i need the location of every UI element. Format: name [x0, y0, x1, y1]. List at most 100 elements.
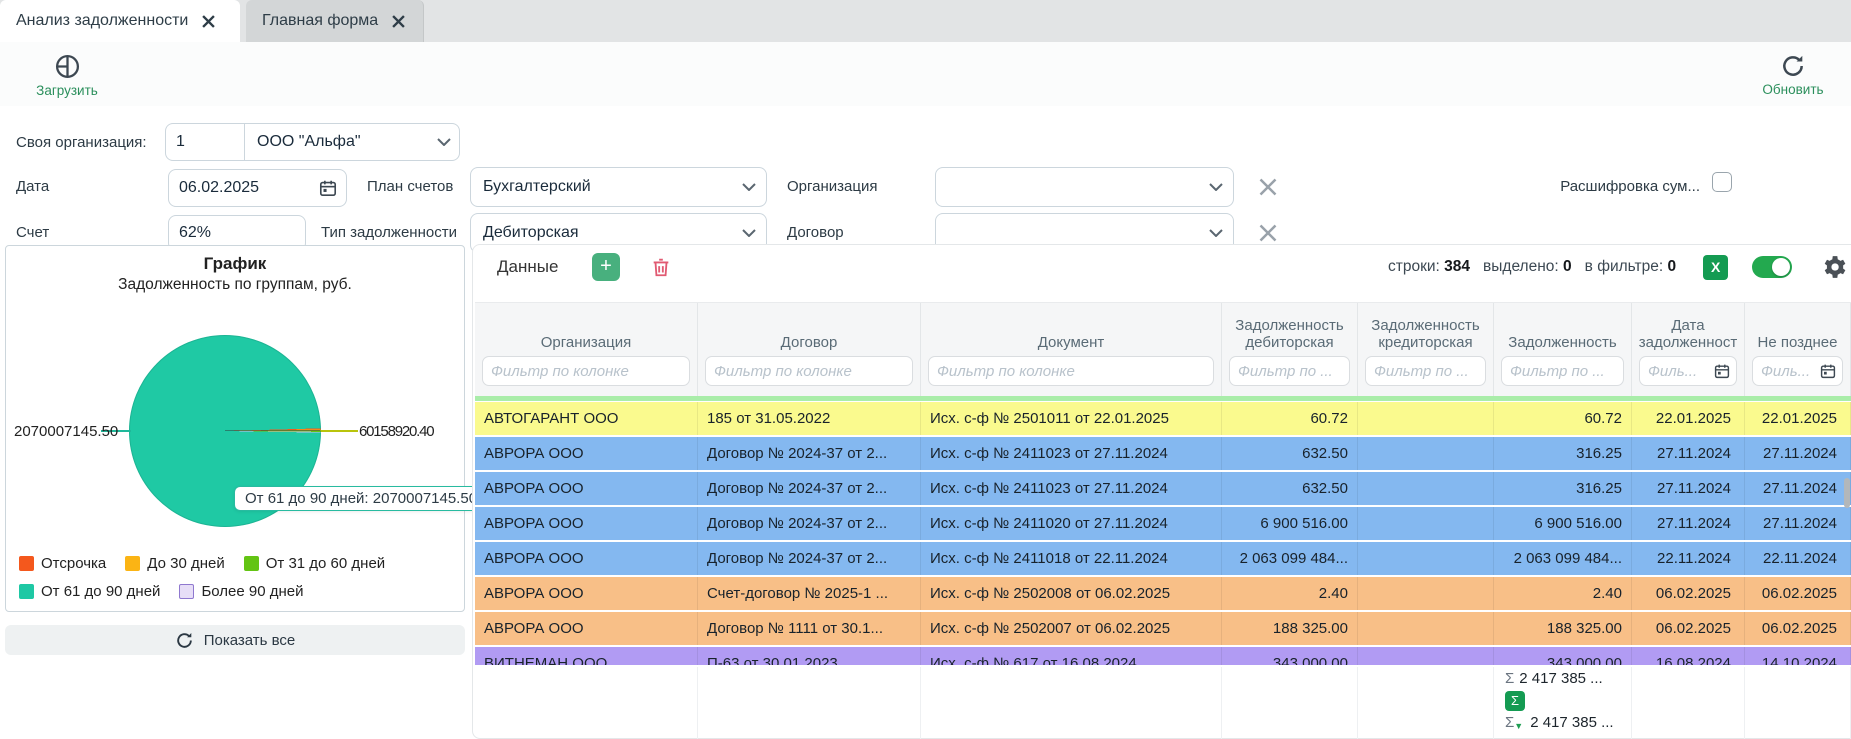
- date-input[interactable]: [169, 179, 319, 197]
- table-cell: 632.50: [1222, 437, 1358, 470]
- table-cell: 22.11.2024: [1632, 542, 1745, 575]
- column-filter-input[interactable]: [1753, 363, 1820, 380]
- legend-item[interactable]: Отсрочка: [19, 555, 106, 572]
- debt-type-label: Тип задолженности: [321, 224, 457, 241]
- column-header-label: Дата задолженност: [1632, 317, 1744, 352]
- column-header-2[interactable]: Договор: [698, 303, 921, 396]
- table-cell: 06.02.2025: [1632, 612, 1745, 645]
- table-row[interactable]: АВРОРА ОООДоговор № 2024-37 от 2...Исх. …: [475, 472, 1851, 505]
- column-header-label: Не позднее: [1745, 334, 1850, 351]
- table-cell: [1358, 472, 1494, 505]
- table-row[interactable]: АВРОРА ОООСчет-договор № 2025-1 ...Исх. …: [475, 577, 1851, 610]
- sum-total: Σ2 417 385 ...: [1505, 670, 1631, 687]
- refresh-button[interactable]: Обновить: [1748, 47, 1838, 103]
- column-header-1[interactable]: Организация: [475, 303, 698, 396]
- column-filter: [928, 356, 1214, 386]
- sum-badge-icon[interactable]: Σ: [1505, 691, 1525, 711]
- add-row-button[interactable]: +: [592, 253, 620, 281]
- table-cell: 22.01.2025: [1745, 402, 1851, 435]
- table-cell: 27.11.2024: [1745, 472, 1851, 505]
- partially-visible-row[interactable]: [475, 396, 1851, 401]
- close-icon[interactable]: [202, 15, 215, 28]
- column-filter-input[interactable]: [1366, 363, 1485, 380]
- table-row[interactable]: АВРОРА ОООДоговор № 2024-37 от 2...Исх. …: [475, 507, 1851, 540]
- table-cell: Договор № 1111 от 30.1...: [698, 612, 921, 645]
- own-org-code-input[interactable]: [166, 133, 244, 151]
- chart-of-accounts-select[interactable]: Бухгалтерский: [470, 167, 767, 207]
- column-header-label: Задолженность кредиторская: [1358, 317, 1493, 352]
- account-input[interactable]: [169, 224, 305, 242]
- column-filter: [1639, 356, 1737, 386]
- table-cell: ВИТНЕМАН ООО: [475, 647, 698, 665]
- settings-gear-icon[interactable]: [1820, 254, 1846, 280]
- show-all-button[interactable]: Показать все: [5, 625, 465, 655]
- table-cell: 06.02.2025: [1632, 577, 1745, 610]
- clear-org-icon[interactable]: [1258, 177, 1278, 197]
- calendar-icon[interactable]: [1714, 363, 1730, 379]
- table-cell: [1358, 612, 1494, 645]
- load-button[interactable]: Загрузить: [22, 47, 112, 103]
- legend-label: Более 90 дней: [201, 583, 303, 600]
- table-cell: Исх. с-ф № 2502007 от 06.02.2025: [921, 612, 1222, 645]
- legend-color-swatch: [19, 556, 34, 571]
- column-filter: [705, 356, 913, 386]
- sum-breakdown-checkbox[interactable]: [1712, 172, 1732, 192]
- table-cell: Исх. с-ф № 2411020 от 27.11.2024: [921, 507, 1222, 540]
- chevron-down-icon: [742, 183, 756, 191]
- export-excel-button[interactable]: X: [1703, 255, 1728, 280]
- calendar-icon[interactable]: [1820, 363, 1836, 379]
- legend-item[interactable]: Более 90 дней: [179, 583, 303, 600]
- date-field[interactable]: [168, 169, 347, 207]
- table-body: АВТОГАРАНТ ООО185 от 31.05.2022Исх. с-ф …: [475, 402, 1851, 667]
- table-cell: [1358, 577, 1494, 610]
- table-cell: 343 000.00: [1494, 647, 1632, 665]
- org-select[interactable]: [935, 167, 1234, 207]
- table-stats: строки: 384 выделено: 0 в фильтре: 0 X: [1388, 253, 1846, 281]
- close-icon[interactable]: [392, 15, 405, 28]
- chevron-down-icon: [437, 138, 451, 146]
- table-row[interactable]: АВРОРА ОООДоговор № 2024-37 от 2...Исх. …: [475, 542, 1851, 575]
- legend-label: От 61 до 90 дней: [41, 583, 160, 600]
- color-toggle[interactable]: [1752, 256, 1792, 278]
- column-header-6[interactable]: Задолженность: [1494, 303, 1632, 396]
- table-cell: 2.40: [1222, 577, 1358, 610]
- chevron-down-icon: [1209, 183, 1223, 191]
- table-cell: [1358, 402, 1494, 435]
- vertical-scrollbar[interactable]: [1844, 478, 1850, 508]
- chevron-down-icon: [1209, 229, 1223, 237]
- pie-value-labels-overlapping: 60158920.40: [359, 423, 433, 440]
- column-filter-input[interactable]: [929, 363, 1213, 380]
- column-header-7[interactable]: Дата задолженност: [1632, 303, 1745, 396]
- tab-debt-analysis[interactable]: Анализ задолженности: [0, 0, 240, 42]
- legend-item[interactable]: От 61 до 90 дней: [19, 583, 160, 600]
- table-cell: П-63 от 30.01.2023: [698, 647, 921, 665]
- column-filter-input[interactable]: [1230, 363, 1349, 380]
- column-filter-input[interactable]: [483, 363, 689, 380]
- column-header-5[interactable]: Задолженность кредиторская: [1358, 303, 1494, 396]
- own-org-select[interactable]: ООО "Альфа": [165, 123, 460, 161]
- delete-row-icon[interactable]: [650, 256, 672, 278]
- debt-analysis-app: Анализ задолженности Главная форма Загру…: [0, 0, 1851, 739]
- column-filter-input[interactable]: [706, 363, 912, 380]
- column-filter-input[interactable]: [1640, 363, 1714, 380]
- clear-contract-icon[interactable]: [1258, 223, 1278, 243]
- tab-main-form[interactable]: Главная форма: [246, 0, 424, 42]
- column-filter: [482, 356, 690, 386]
- legend-item[interactable]: От 31 до 60 дней: [244, 555, 385, 572]
- column-header-label: Задолженность дебиторская: [1222, 317, 1357, 352]
- refresh-icon: [175, 631, 194, 650]
- table-row[interactable]: АВРОРА ОООДоговор № 1111 от 30.1...Исх. …: [475, 612, 1851, 645]
- column-filter-input[interactable]: [1502, 363, 1623, 380]
- column-header-3[interactable]: Документ: [921, 303, 1222, 396]
- column-filter: [1501, 356, 1624, 386]
- legend-item[interactable]: До 30 дней: [125, 555, 224, 572]
- chart-legend-row: Отсрочка До 30 дней От 31 до 60 дней: [19, 555, 385, 572]
- column-header-4[interactable]: Задолженность дебиторская: [1222, 303, 1358, 396]
- table-row[interactable]: ВИТНЕМАН ОООП-63 от 30.01.2023Исх. с-ф №…: [475, 647, 1851, 665]
- table-cell: Договор № 2024-37 от 2...: [698, 507, 921, 540]
- table-row[interactable]: АВРОРА ОООДоговор № 2024-37 от 2...Исх. …: [475, 437, 1851, 470]
- calendar-icon[interactable]: [319, 179, 337, 197]
- column-header-8[interactable]: Не позднее: [1745, 303, 1851, 396]
- table-row[interactable]: АВТОГАРАНТ ООО185 от 31.05.2022Исх. с-ф …: [475, 402, 1851, 435]
- table-cell: 27.11.2024: [1632, 472, 1745, 505]
